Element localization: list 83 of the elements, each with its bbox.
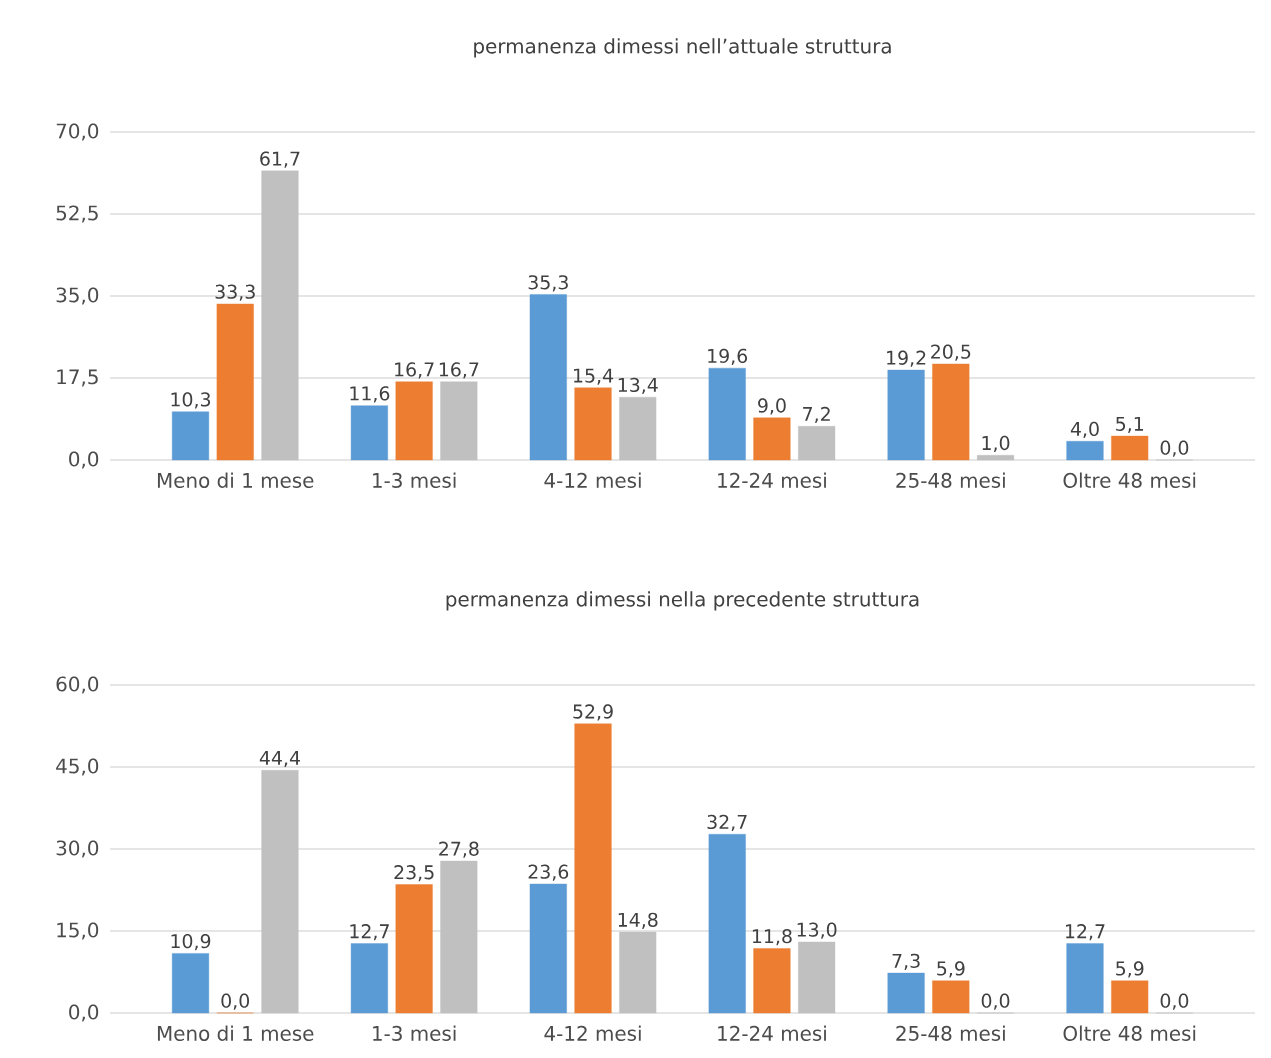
- data-label: 27,8: [439, 841, 479, 858]
- data-label: 32,7: [707, 814, 747, 832]
- data-label: 12,7: [350, 924, 389, 941]
- y-tick-label: 52,5: [56, 205, 98, 223]
- data-label: 0,0: [981, 993, 1010, 1010]
- data-label: 0,0: [221, 993, 250, 1010]
- data-label: 35,3: [528, 275, 568, 292]
- data-label: 10,9: [171, 933, 211, 951]
- bar: [753, 417, 791, 461]
- data-label: 16,7: [395, 362, 434, 379]
- bar: [350, 943, 388, 1014]
- data-label: 12,7: [1065, 924, 1105, 941]
- data-label: 11,8: [752, 929, 792, 946]
- bar: [932, 363, 970, 461]
- chart-title: permanenza dimessi nell’attuale struttura: [474, 38, 891, 58]
- data-label: 7,3: [892, 953, 920, 970]
- data-label: 5,9: [937, 961, 965, 978]
- x-tick-label: 1-3 mesi: [373, 472, 456, 488]
- bar: [932, 980, 970, 1014]
- data-label: 33,3: [215, 284, 255, 301]
- x-tick-label: 12-24 mesi: [718, 1025, 826, 1041]
- data-label: 9,0: [758, 398, 786, 415]
- data-label: 11,6: [350, 386, 390, 403]
- data-label: 52,9: [573, 704, 613, 721]
- data-label: 10,3: [171, 392, 211, 409]
- data-label: 19,6: [708, 348, 748, 365]
- data-label: 5,1: [1116, 416, 1144, 433]
- bar: [529, 294, 567, 461]
- data-label: 0,0: [1160, 993, 1189, 1010]
- y-tick-label: 0,0: [69, 1004, 99, 1022]
- bar: [171, 411, 210, 461]
- y-tick-label: 70,0: [56, 123, 99, 141]
- data-label: 20,5: [931, 344, 971, 361]
- data-label: 15,4: [574, 368, 614, 385]
- bar: [574, 723, 612, 1014]
- bar: [171, 953, 210, 1014]
- data-label: 23,5: [394, 865, 434, 882]
- data-label: 4,0: [1070, 421, 1099, 439]
- bar: [216, 303, 254, 461]
- data-label: 16,7: [439, 362, 479, 379]
- data-label: 23,6: [528, 864, 569, 881]
- bar: [395, 884, 433, 1014]
- x-tick-label: 4-12 mesi: [544, 1025, 641, 1041]
- data-label: 61,7: [260, 151, 300, 168]
- data-label: 19,2: [887, 350, 926, 367]
- x-tick-label: Oltre 48 mesi: [1063, 472, 1196, 488]
- bar: [708, 834, 746, 1014]
- bar: [708, 367, 746, 461]
- data-label: 5,9: [1116, 961, 1144, 978]
- y-tick-label: 15,0: [57, 922, 99, 940]
- data-label: 0,0: [1160, 440, 1189, 457]
- bar: [574, 387, 612, 461]
- bar: [887, 972, 925, 1014]
- bar: [1066, 943, 1104, 1014]
- y-tick-label: 0,0: [69, 451, 99, 469]
- bar: [529, 883, 567, 1014]
- data-label: 13,0: [797, 922, 837, 939]
- x-tick-label: Oltre 48 mesi: [1063, 1025, 1196, 1041]
- x-tick-label: 1-3 mesi: [373, 1025, 456, 1041]
- bar: [395, 381, 433, 461]
- bar: [887, 369, 925, 461]
- x-tick-label: 12-24 mesi: [718, 472, 826, 488]
- x-tick-label: 4-12 mesi: [544, 472, 641, 488]
- y-tick-label: 35,0: [56, 287, 99, 305]
- data-label: 7,2: [803, 406, 830, 424]
- y-tick-label: 45,0: [56, 758, 99, 776]
- bar: [753, 948, 791, 1014]
- x-tick-label: Meno di 1 mese: [157, 472, 314, 488]
- data-label: 44,4: [259, 751, 300, 768]
- data-label: 13,4: [618, 377, 658, 394]
- x-tick-label: 25-48 mesi: [896, 472, 1005, 488]
- y-tick-label: 60,0: [56, 676, 99, 694]
- bar: [1111, 435, 1149, 461]
- bar: [1066, 441, 1104, 461]
- data-label: 1,0: [982, 435, 1010, 453]
- bar: [350, 405, 388, 461]
- y-tick-label: 17,5: [57, 369, 98, 387]
- chart-title: permanenza dimessi nella precedente struttura: [446, 591, 919, 611]
- bar: [1111, 980, 1149, 1014]
- x-tick-label: Meno di 1 mese: [157, 1025, 314, 1041]
- x-tick-label: 25-48 mesi: [896, 1025, 1005, 1041]
- y-tick-label: 30,0: [56, 840, 99, 858]
- data-label: 14,8: [618, 912, 658, 929]
